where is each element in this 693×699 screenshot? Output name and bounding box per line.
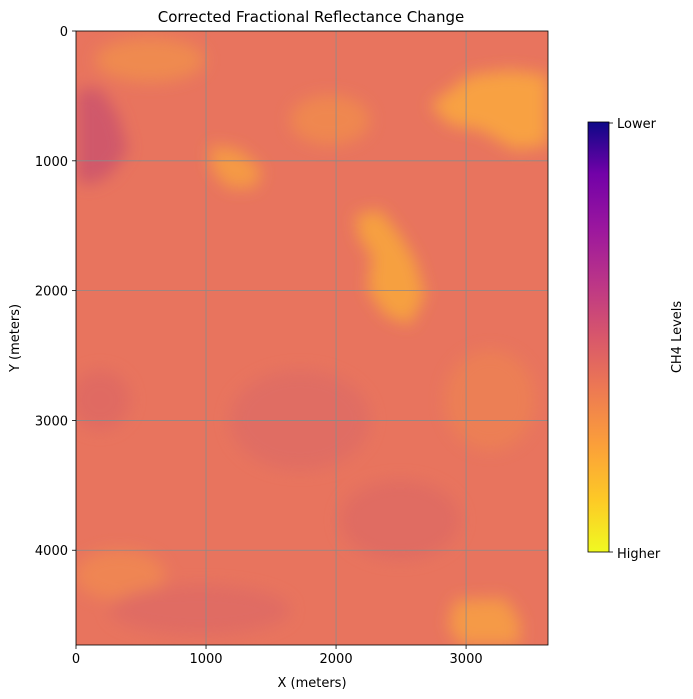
warm-mottle: [76, 550, 165, 600]
bright-region-upper-right: [430, 70, 548, 150]
x-axis-ticks: 0 1000 2000 3000: [72, 645, 483, 667]
colorbar-tick-label-higher: Higher: [617, 547, 661, 562]
x-axis-label: X (meters): [277, 676, 346, 691]
cool-mottle: [110, 585, 290, 635]
chart-title: Corrected Fractional Reflectance Change: [158, 8, 464, 26]
colorbar: Lower Higher CH4 Levels: [587, 117, 685, 562]
y-axis-label: Y (meters): [8, 304, 23, 373]
bright-patch-lower-right: [448, 598, 520, 645]
x-tick-label: 1000: [189, 652, 222, 667]
bright-streak-center: [355, 210, 425, 325]
cool-mottle: [340, 480, 460, 560]
bright-patch: [210, 145, 262, 188]
warm-mottle: [445, 350, 535, 450]
colorbar-gradient: [587, 121, 610, 553]
warm-mottle: [95, 38, 205, 82]
cool-mottle: [76, 370, 130, 430]
cool-mottle: [230, 370, 370, 470]
y-tick-label: 1000: [35, 155, 68, 170]
y-tick-label: 3000: [35, 414, 68, 429]
grid: [76, 31, 548, 645]
warm-mottle: [290, 95, 370, 145]
y-axis-ticks: 0 1000 2000 3000 4000: [35, 25, 76, 559]
y-tick-label: 4000: [35, 544, 68, 559]
x-tick-label: 3000: [450, 652, 483, 667]
plot-frame: [75, 30, 549, 646]
y-tick-label: 0: [60, 25, 68, 40]
x-tick-label: 0: [72, 652, 80, 667]
y-tick-label: 2000: [35, 285, 68, 300]
heatmap-image: [76, 31, 548, 645]
x-tick-label: 2000: [320, 652, 353, 667]
colorbar-label: CH4 Levels: [670, 301, 685, 374]
colorbar-tick-label-lower: Lower: [617, 117, 657, 132]
